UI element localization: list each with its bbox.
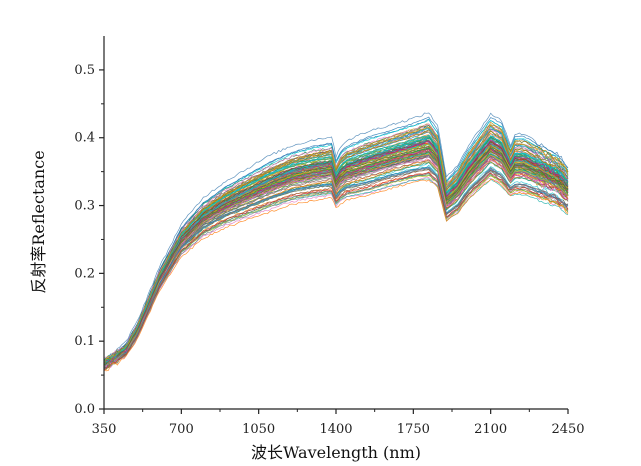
- spectrum-line: [103, 134, 569, 363]
- y-tick-label: 0.1: [74, 334, 95, 349]
- y-tick-label: 0.3: [74, 199, 95, 214]
- y-tick-label: 0.0: [74, 402, 95, 417]
- x-tick-label: 1050: [242, 422, 275, 437]
- y-tick-label: 0.4: [74, 131, 95, 146]
- x-tick-label: 1750: [397, 422, 430, 437]
- x-tick-label: 1400: [319, 422, 352, 437]
- y-tick-label: 0.5: [74, 63, 95, 78]
- spectra-lines: [103, 112, 569, 372]
- spectrum-line: [103, 112, 569, 362]
- spectrum-line: [103, 158, 569, 368]
- x-tick-label: 2450: [551, 422, 584, 437]
- spectrum-line: [103, 167, 569, 369]
- axes: [103, 36, 568, 410]
- spectrum-line: [103, 171, 569, 371]
- spectrum-line: [103, 169, 569, 369]
- spectrum-line: [104, 171, 569, 370]
- spectrum-line: [103, 145, 569, 366]
- x-tick-label: 700: [169, 422, 194, 437]
- ticks: 350 700 1050 1400 1750 2100 2450 0.0 0.1 0.2 0.3 0.…: [74, 63, 584, 437]
- spectrum-line: [103, 130, 569, 365]
- spectrum-line: [103, 178, 569, 372]
- y-tick-label: 0.2: [74, 266, 95, 281]
- spectrum-line: [103, 116, 569, 360]
- spectrum-line: [103, 176, 569, 371]
- spectrum-line: [103, 140, 569, 364]
- spectrum-line: [103, 150, 569, 365]
- spectrum-line: [103, 147, 569, 367]
- x-tick-label: 2100: [474, 422, 507, 437]
- x-axis-label: 波长Wavelength (nm): [251, 443, 421, 462]
- spectrum-line: [103, 139, 569, 364]
- y-axis-label: 反射率Reflectance: [29, 150, 48, 293]
- x-tick-label: 350: [92, 422, 117, 437]
